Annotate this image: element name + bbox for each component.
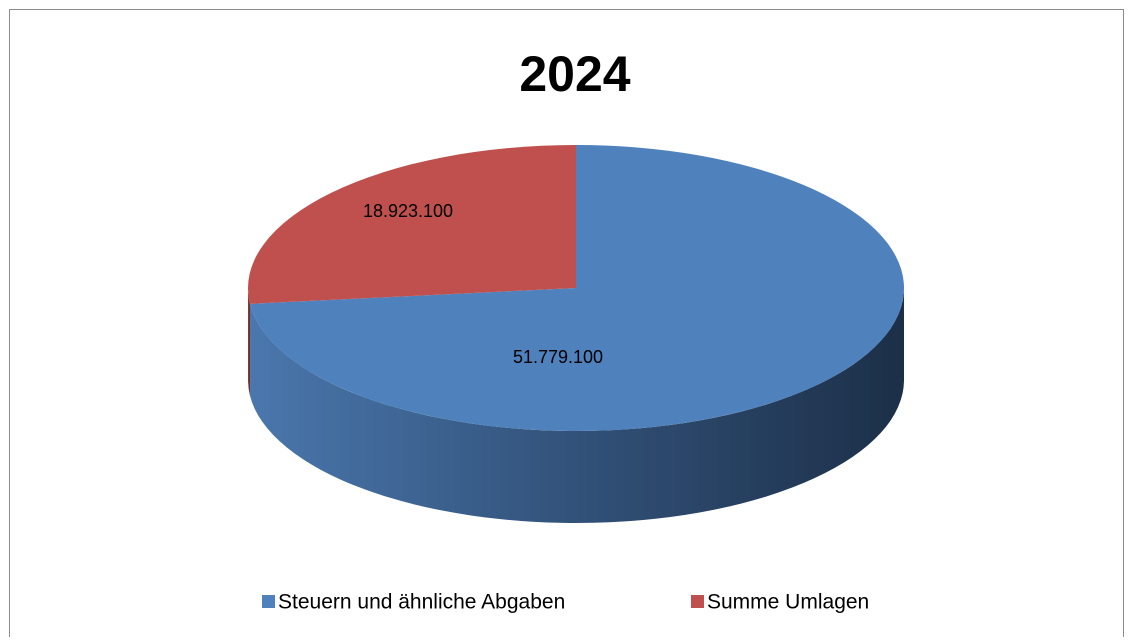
pie-side [248,288,251,396]
legend-swatch [691,595,704,608]
data-label: 51.779.100 [513,347,603,367]
legend-label: Steuern und ähnliche Abgaben [278,591,565,614]
chart-title: 2024 [519,46,630,102]
pie-side [250,288,904,524]
legend-label: Summe Umlagen [707,591,869,614]
pie-slice [248,145,576,304]
data-label: 18.923.100 [363,201,453,221]
pie-slice [250,145,904,431]
legend-swatch [262,595,275,608]
